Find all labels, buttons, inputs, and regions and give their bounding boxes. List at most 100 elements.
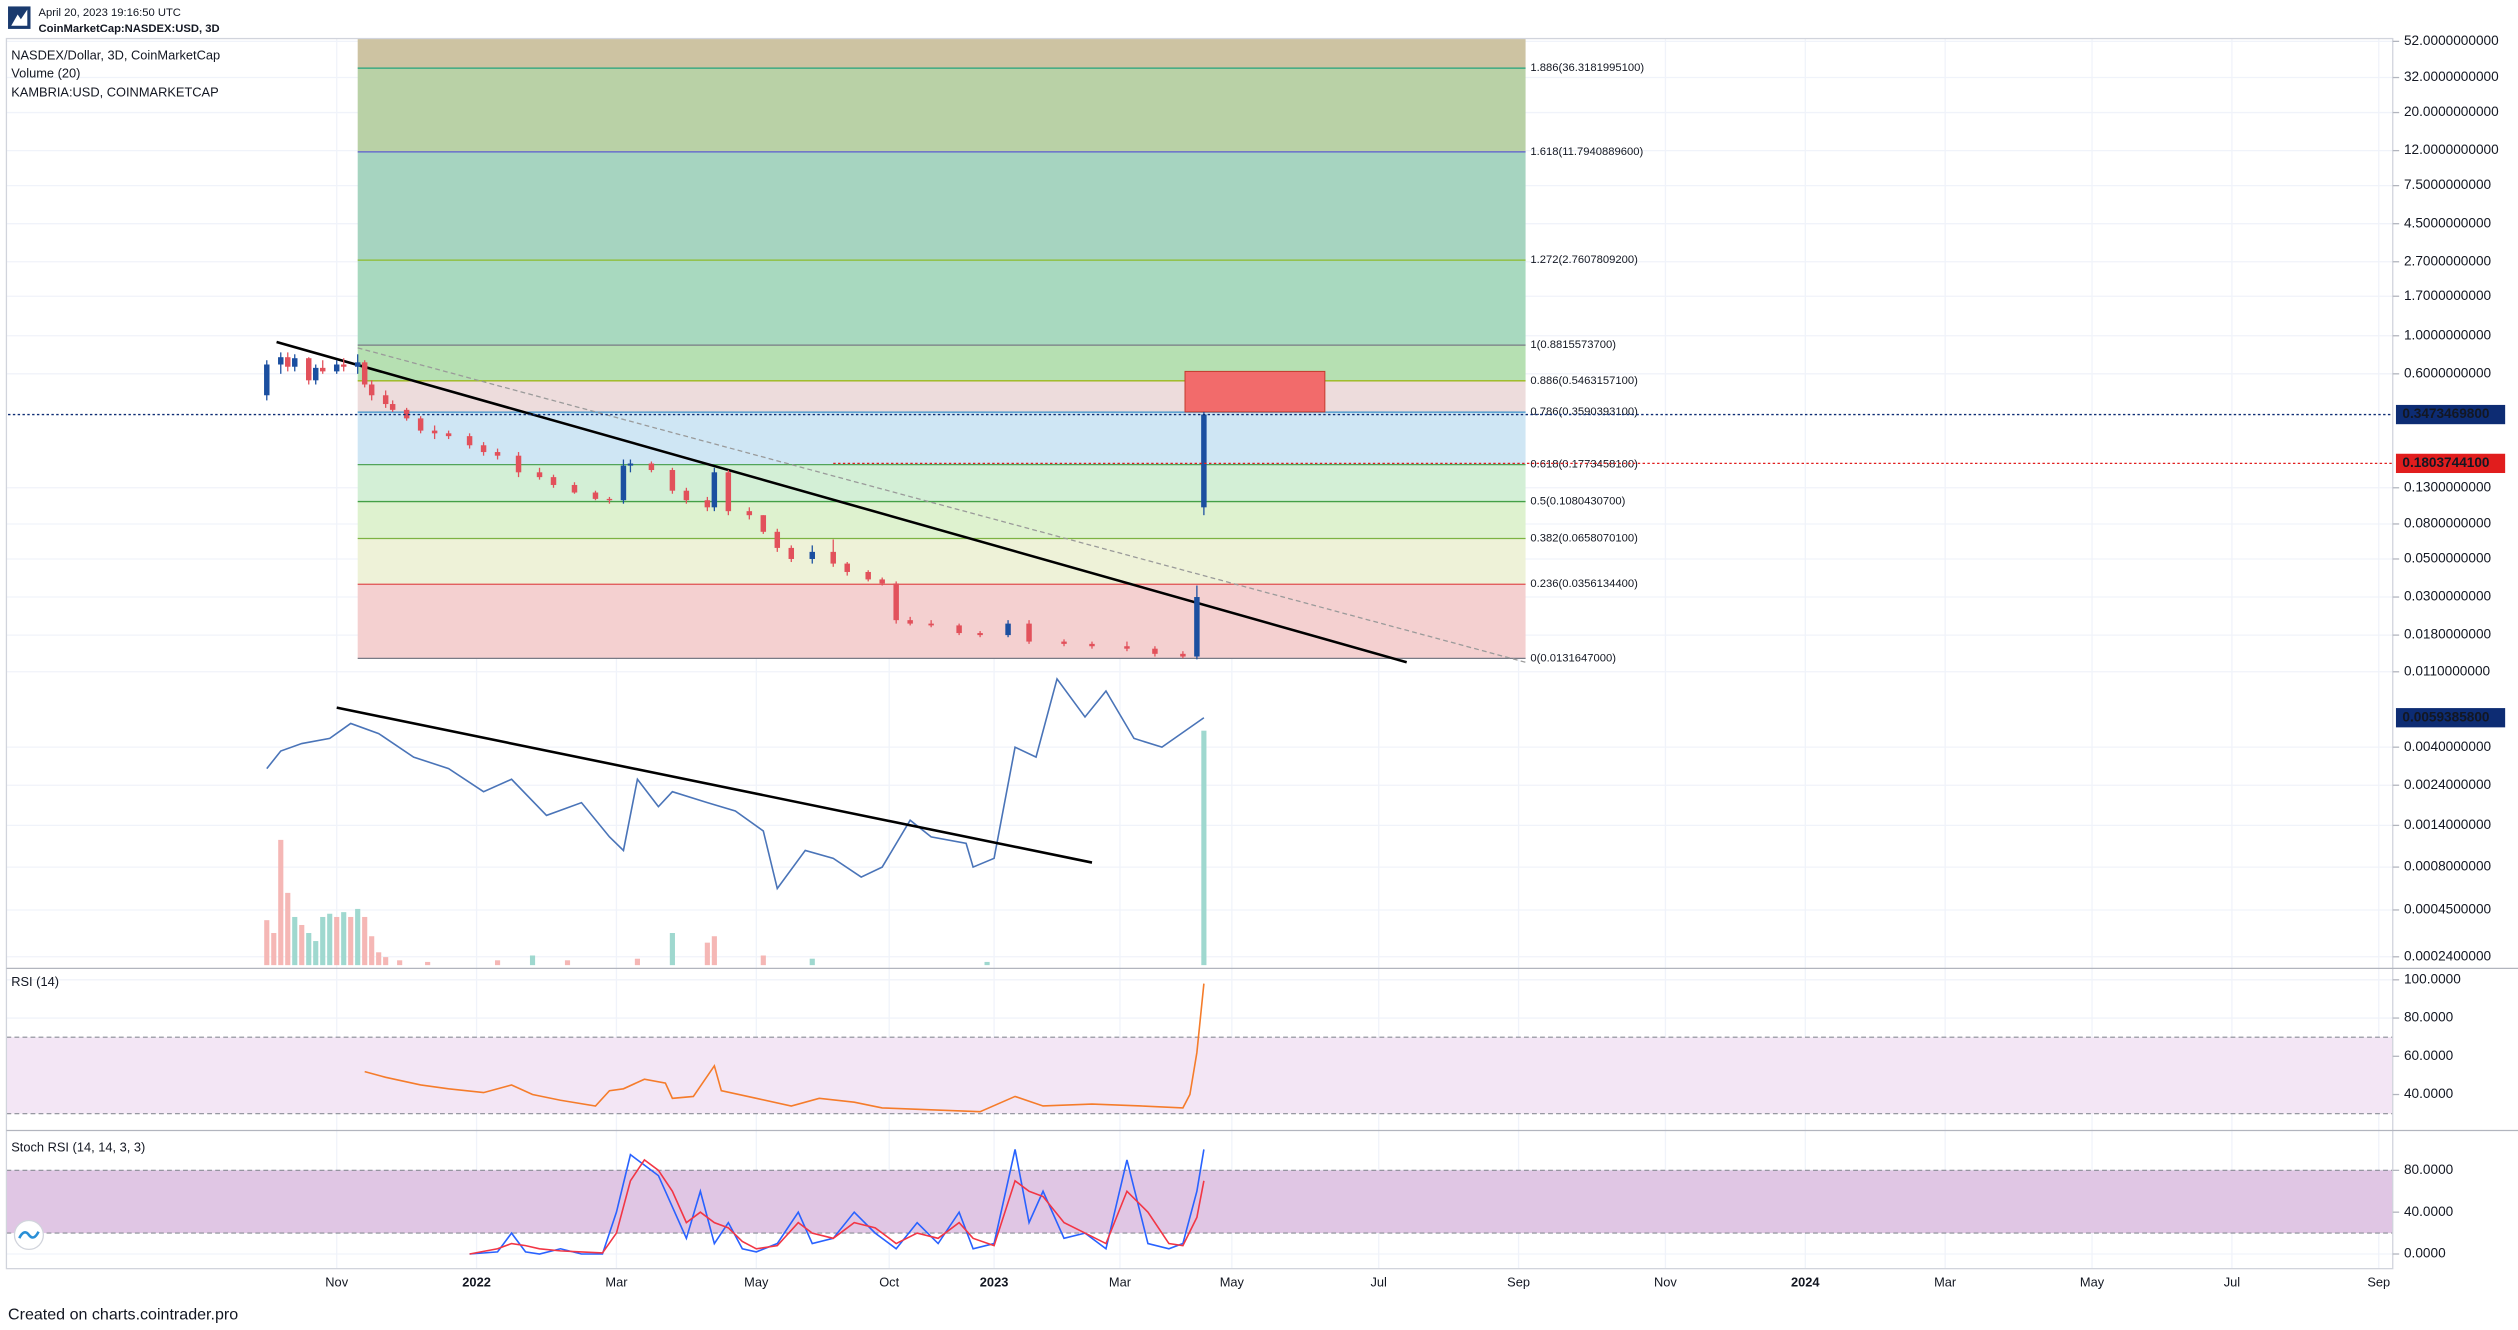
candle-body bbox=[445, 433, 452, 437]
candle-body bbox=[893, 583, 899, 621]
candle-body bbox=[746, 511, 753, 516]
y-tick-label: 40.0000 bbox=[2404, 1086, 2454, 1101]
fib-zone bbox=[357, 151, 1526, 261]
candle-body bbox=[956, 625, 962, 634]
candle-body bbox=[354, 362, 361, 367]
candle-body bbox=[977, 633, 983, 636]
volume-bar bbox=[320, 916, 326, 966]
volume-bar bbox=[711, 936, 717, 966]
y-tick-label: 52.0000000000 bbox=[2404, 33, 2499, 48]
overlay-line bbox=[266, 677, 1205, 891]
candle-body bbox=[711, 472, 718, 508]
volume-bar bbox=[634, 958, 640, 966]
x-tick-label: May bbox=[2080, 1274, 2105, 1289]
fib-label: 0.236(0.0356134400) bbox=[1530, 578, 1638, 590]
candle-body bbox=[431, 430, 438, 434]
x-tick-label: 2022 bbox=[462, 1274, 491, 1289]
candle-body bbox=[1152, 648, 1158, 654]
fib-label: 0.382(0.0658070100) bbox=[1530, 532, 1638, 544]
rsi-title: RSI (14) bbox=[11, 974, 59, 989]
y-tick-label: 0.0300000000 bbox=[2404, 589, 2492, 604]
y-tick-label: 1.0000000000 bbox=[2404, 327, 2492, 342]
volume-bar bbox=[355, 908, 361, 966]
candle-body bbox=[382, 395, 389, 405]
y-tick-label: 0.0500000000 bbox=[2404, 551, 2492, 566]
x-tick-label: 2024 bbox=[1791, 1274, 1820, 1289]
candle-body bbox=[760, 515, 767, 532]
volume-bar bbox=[313, 941, 319, 966]
volume-bar bbox=[306, 933, 312, 966]
timestamp: April 20, 2023 19:16:50 UTC bbox=[39, 7, 181, 19]
volume-bar bbox=[278, 839, 284, 966]
volume-bar bbox=[348, 916, 354, 966]
candle-body bbox=[1061, 641, 1067, 644]
volume-bar bbox=[809, 958, 815, 966]
y-tick-label: 80.0000 bbox=[2404, 1010, 2454, 1025]
fib-zone bbox=[357, 538, 1526, 585]
x-tick-label: 2023 bbox=[980, 1274, 1009, 1289]
price-label-bg bbox=[2395, 404, 2506, 425]
candle-body bbox=[1005, 623, 1011, 636]
volume-bar bbox=[383, 957, 389, 966]
candle-body bbox=[536, 472, 543, 478]
fib-label: 0(0.0131647000) bbox=[1530, 652, 1616, 664]
y-tick-label: 4.5000000000 bbox=[2404, 215, 2492, 230]
candle-body bbox=[1180, 653, 1186, 657]
y-tick-label: 0.0000 bbox=[2404, 1246, 2446, 1261]
candle-body bbox=[907, 620, 913, 624]
y-tick-label: 0.1300000000 bbox=[2404, 479, 2492, 494]
trendline bbox=[336, 706, 1093, 864]
candle-body bbox=[571, 484, 578, 493]
candle-body bbox=[704, 500, 711, 508]
y-tick-label: 0.0014000000 bbox=[2404, 817, 2492, 832]
candle-body bbox=[865, 571, 871, 580]
candle-body bbox=[627, 463, 634, 466]
candle-body bbox=[313, 367, 319, 381]
candle-body bbox=[292, 358, 298, 367]
price-label: 0.0059385800 bbox=[2402, 709, 2490, 724]
candle-body bbox=[683, 490, 690, 501]
candle-body bbox=[592, 492, 599, 499]
x-tick-label: Jul bbox=[1371, 1274, 1387, 1289]
volume bbox=[264, 730, 1207, 966]
y-tick-label: 0.0024000000 bbox=[2404, 777, 2492, 792]
candle-body bbox=[340, 364, 347, 367]
indicator-line bbox=[364, 983, 1205, 1113]
candle-body bbox=[606, 498, 613, 501]
x-tick-label: Jul bbox=[2224, 1274, 2240, 1289]
volume-bar bbox=[669, 933, 675, 966]
x-tick-label: Nov bbox=[1654, 1274, 1677, 1289]
candle-body bbox=[333, 364, 340, 372]
candles bbox=[264, 352, 1207, 660]
y-tick-label: 40.0000 bbox=[2404, 1204, 2454, 1219]
candle-body bbox=[285, 357, 291, 367]
fib-zone bbox=[357, 68, 1526, 152]
volume-bar bbox=[984, 961, 990, 966]
watermark-logo bbox=[13, 1219, 45, 1251]
x-tick-label: May bbox=[744, 1274, 769, 1289]
fib-zone bbox=[357, 501, 1526, 539]
volume-bar bbox=[292, 916, 298, 966]
candle-body bbox=[1201, 414, 1207, 508]
volume-bar bbox=[425, 961, 431, 966]
symbol: CoinMarketCap:NASDEX:USD, 3D bbox=[39, 23, 220, 35]
y-tick-label: 2.7000000000 bbox=[2404, 253, 2492, 268]
main-title: NASDEX/Dollar, 3D, CoinMarketCap bbox=[11, 48, 220, 63]
trendline bbox=[357, 347, 1526, 663]
x-tick-label: Sep bbox=[2367, 1274, 2390, 1289]
candle-body bbox=[466, 436, 473, 446]
volume-bar bbox=[299, 924, 305, 966]
y-tick-label: 60.0000 bbox=[2404, 1048, 2454, 1063]
volume-legend: Volume (20) bbox=[11, 65, 80, 80]
axes: Nov 2022 Mar May Oct 2023 Mar May Jul Sep Nov 2024 M… bbox=[5, 33, 2518, 1289]
y-tick-label: 0.0180000000 bbox=[2404, 627, 2492, 642]
candle-body bbox=[515, 455, 522, 473]
target-zone bbox=[1184, 370, 1326, 413]
candle-body bbox=[550, 477, 557, 485]
trendline bbox=[276, 340, 1408, 664]
candle-body bbox=[480, 445, 487, 453]
fib-zone bbox=[357, 584, 1526, 659]
volume-bar bbox=[362, 916, 368, 966]
candle-body bbox=[319, 367, 326, 372]
